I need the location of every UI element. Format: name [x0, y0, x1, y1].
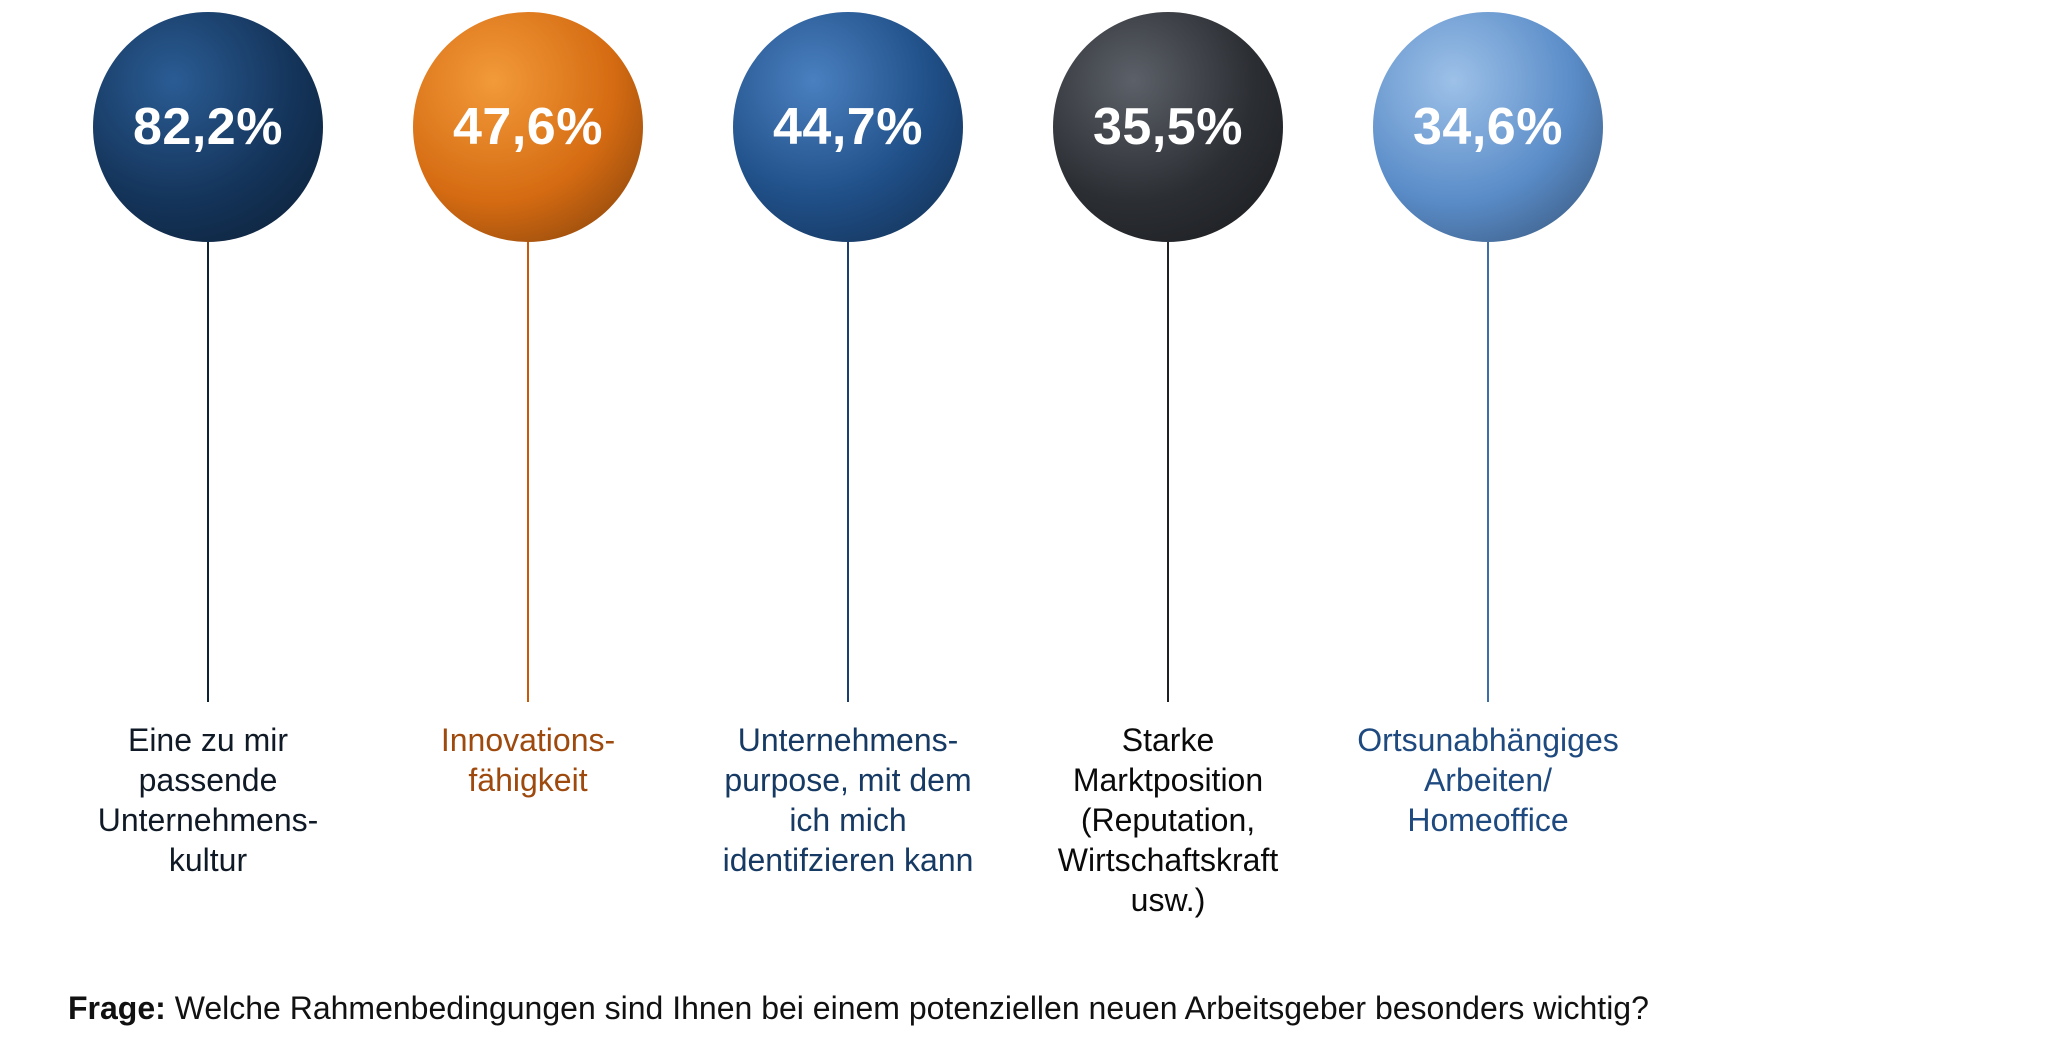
lollipop-stick: [207, 242, 209, 702]
lollipop-ball: 35,5%: [1053, 12, 1283, 242]
lollipop-item: 82,2% Eine zu mir passende Unternehmens- …: [58, 12, 358, 880]
lollipop-value: 44,7%: [773, 101, 923, 153]
lollipop-item: 34,6% Ortsunabhängiges Arbeiten/ Homeoffi…: [1338, 12, 1638, 840]
lollipop-ball: 47,6%: [413, 12, 643, 242]
lollipop-label: Innovations- fähigkeit: [441, 720, 615, 800]
lollipop-label: Ortsunabhängiges Arbeiten/ Homeoffice: [1357, 720, 1619, 840]
lollipop-value: 34,6%: [1413, 101, 1563, 153]
lollipop-stick: [527, 242, 529, 702]
lollipop-ball: 82,2%: [93, 12, 323, 242]
lollipop-label: Eine zu mir passende Unternehmens- kultu…: [98, 720, 319, 880]
lollipop-item: 44,7% Unternehmens- purpose, mit dem ich …: [698, 12, 998, 880]
lollipop-label: Starke Marktposition (Reputation, Wirtsc…: [1058, 720, 1278, 920]
lollipop-value: 35,5%: [1093, 101, 1243, 153]
footer-question-text: Welche Rahmenbedingungen sind Ihnen bei …: [166, 990, 1649, 1026]
lollipop-item: 47,6% Innovations- fähigkeit: [378, 12, 678, 800]
lollipop-stick: [1487, 242, 1489, 702]
lollipop-ball: 34,6%: [1373, 12, 1603, 242]
lollipop-label: Unternehmens- purpose, mit dem ich mich …: [723, 720, 974, 880]
lollipop-ball: 44,7%: [733, 12, 963, 242]
lollipop-value: 47,6%: [453, 101, 603, 153]
footer-frage-label: Frage:: [68, 990, 166, 1026]
lollipop-item: 35,5% Starke Marktposition (Reputation, W…: [1018, 12, 1318, 920]
lollipop-stick: [847, 242, 849, 702]
lollipop-chart: 82,2% Eine zu mir passende Unternehmens- …: [0, 0, 2048, 1058]
lollipop-stick: [1167, 242, 1169, 702]
lollipop-value: 82,2%: [133, 101, 283, 153]
chart-footer: Frage: Welche Rahmenbedingungen sind Ihn…: [68, 987, 1980, 1030]
